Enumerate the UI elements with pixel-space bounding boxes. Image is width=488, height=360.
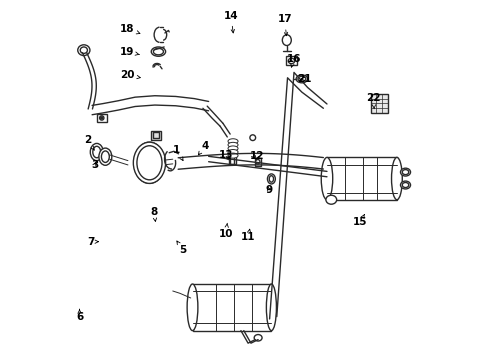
Text: 7: 7 bbox=[87, 237, 98, 247]
Ellipse shape bbox=[78, 45, 90, 55]
Bar bbox=[228, 155, 235, 164]
Text: 6: 6 bbox=[76, 309, 83, 322]
Ellipse shape bbox=[151, 47, 165, 56]
Text: 3: 3 bbox=[91, 160, 98, 170]
Bar bbox=[326, 157, 396, 200]
Text: 10: 10 bbox=[218, 223, 233, 239]
Ellipse shape bbox=[227, 149, 238, 154]
Bar bbox=[370, 94, 387, 113]
Bar bbox=[151, 131, 160, 140]
Ellipse shape bbox=[321, 157, 332, 200]
Text: 13: 13 bbox=[218, 150, 233, 160]
Bar bbox=[230, 156, 234, 163]
Bar bbox=[152, 132, 159, 138]
Ellipse shape bbox=[400, 168, 410, 176]
Text: 20: 20 bbox=[120, 70, 140, 80]
Ellipse shape bbox=[101, 117, 102, 119]
Ellipse shape bbox=[227, 142, 238, 147]
Text: 17: 17 bbox=[277, 14, 291, 36]
Text: 5: 5 bbox=[177, 241, 186, 255]
Ellipse shape bbox=[249, 135, 255, 140]
Text: 12: 12 bbox=[249, 150, 264, 161]
Ellipse shape bbox=[400, 181, 410, 189]
Ellipse shape bbox=[267, 174, 275, 184]
Bar bbox=[97, 114, 106, 122]
Ellipse shape bbox=[296, 75, 307, 83]
Text: 1: 1 bbox=[172, 144, 183, 161]
Ellipse shape bbox=[227, 139, 238, 144]
Ellipse shape bbox=[287, 58, 294, 64]
Text: 16: 16 bbox=[286, 54, 301, 67]
Ellipse shape bbox=[266, 284, 276, 330]
Bar bbox=[254, 158, 261, 166]
Text: 19: 19 bbox=[120, 46, 139, 57]
Bar bbox=[285, 56, 297, 65]
Text: 9: 9 bbox=[265, 185, 272, 195]
Text: 18: 18 bbox=[120, 24, 140, 34]
Ellipse shape bbox=[255, 159, 260, 164]
Text: 22: 22 bbox=[366, 93, 380, 109]
Text: 21: 21 bbox=[297, 74, 311, 84]
Text: 2: 2 bbox=[83, 135, 94, 150]
Ellipse shape bbox=[227, 153, 238, 158]
Ellipse shape bbox=[187, 284, 198, 330]
Ellipse shape bbox=[254, 334, 262, 341]
Text: 8: 8 bbox=[150, 207, 158, 221]
Text: 14: 14 bbox=[223, 11, 238, 33]
Ellipse shape bbox=[99, 148, 112, 165]
Text: 15: 15 bbox=[352, 215, 366, 227]
Text: 4: 4 bbox=[198, 141, 208, 155]
Text: 11: 11 bbox=[241, 229, 255, 242]
Ellipse shape bbox=[100, 116, 104, 120]
Ellipse shape bbox=[227, 146, 238, 151]
Ellipse shape bbox=[282, 35, 291, 45]
Ellipse shape bbox=[391, 157, 402, 200]
Ellipse shape bbox=[90, 143, 103, 161]
Ellipse shape bbox=[325, 195, 336, 204]
Bar bbox=[192, 284, 271, 330]
Ellipse shape bbox=[133, 142, 165, 183]
